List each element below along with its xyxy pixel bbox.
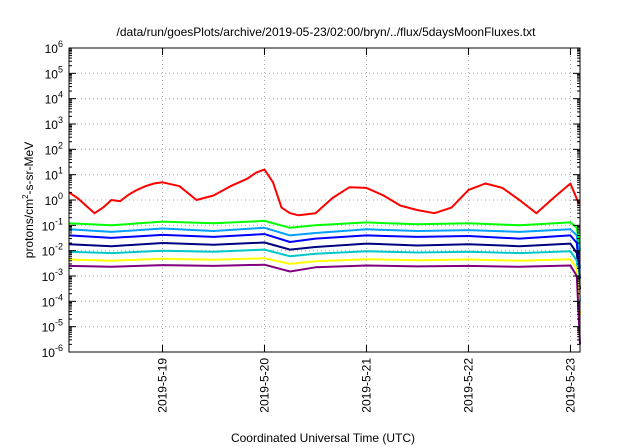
y-tick-label: 10-3 [42, 267, 63, 284]
series-line-3 [68, 226, 581, 269]
chart-title: /data/run/goesPlots/archive/2019-05-23/0… [117, 25, 537, 39]
series-line-6 [68, 248, 581, 302]
x-tick-label: 2019-5-21 [359, 358, 373, 413]
x-axis: 2019-5-19 2019-5-20 2019-5-21 2019-5-22 2019… [155, 48, 577, 413]
y-tick-label: 10-6 [42, 343, 63, 360]
series-line-4 [68, 233, 581, 279]
y-axis: 10-6 10-5 10-4 10-3 10-2 10-1 100 101 102 103 104 1… [42, 39, 580, 360]
x-tick-label: 2019-5-20 [257, 358, 271, 413]
y-tick-label: 104 [45, 90, 63, 107]
series-line-8 [68, 263, 581, 345]
y-tick-label: 100 [45, 191, 63, 208]
y-axis-label-base: protons/cm [22, 199, 36, 258]
y-tick-label: 10-5 [42, 318, 63, 335]
series-line-1 [68, 168, 580, 217]
y-tick-label: 10-4 [42, 292, 63, 309]
x-tick-label: 2019-5-22 [461, 358, 475, 413]
series-layer [68, 168, 581, 345]
y-tick-label: 10-1 [42, 216, 63, 233]
y-axis-label-rest: -s-sr-MeV [22, 142, 36, 195]
x-tick-label: 2019-5-23 [563, 358, 577, 413]
x-axis-label: Coordinated Universal Time (UTC) [231, 431, 415, 445]
series-line-7 [68, 257, 581, 315]
y-axis-label: protons/cm2-s-sr-MeV [21, 142, 36, 258]
y-tick-label: 106 [45, 39, 63, 56]
y-tick-label: 102 [45, 140, 63, 157]
series-line-2 [68, 219, 581, 251]
y-tick-label: 105 [45, 64, 63, 81]
x-tick-label: 2019-5-19 [155, 358, 169, 413]
y-tick-label: 10-2 [42, 242, 63, 259]
series-line-5 [68, 241, 581, 290]
y-tick-label: 103 [45, 115, 63, 132]
y-tick-label: 101 [45, 166, 63, 183]
y-axis-label-sup: 2 [21, 194, 30, 199]
grid [69, 48, 580, 352]
